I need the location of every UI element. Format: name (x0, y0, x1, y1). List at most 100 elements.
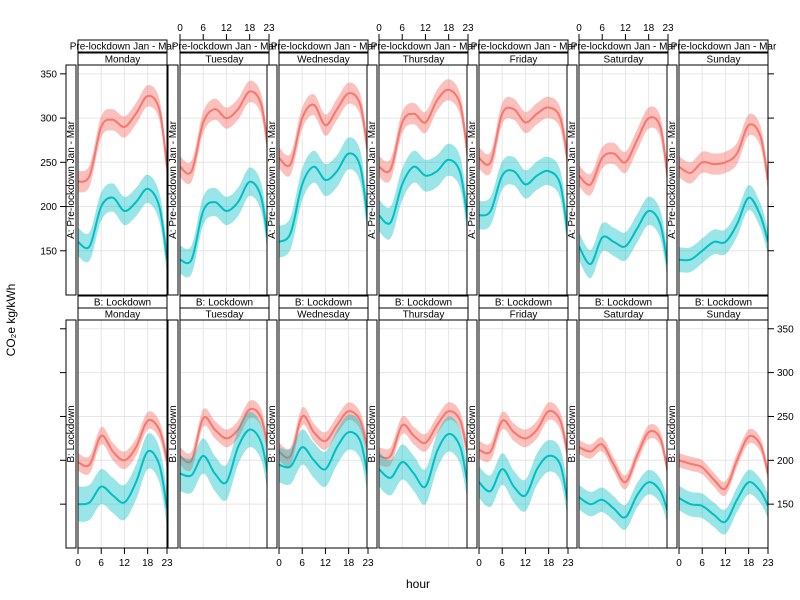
condition-strip-label: B: Lockdown (295, 298, 352, 309)
side-strip-label: B: Lockdown (667, 405, 678, 462)
side-strip (266, 319, 278, 549)
x-tick-label: 6 (98, 558, 104, 569)
x-tick-label: 12 (620, 23, 632, 34)
x-tick-label: 18 (142, 558, 154, 569)
condition-strip (578, 39, 669, 53)
series-line (78, 419, 167, 468)
x-tick-label: 18 (743, 558, 755, 569)
x-tick-label: 0 (177, 23, 183, 34)
condition-strip (378, 39, 469, 53)
y-tick-label: 300 (40, 114, 57, 125)
y-tick-label: 150 (777, 500, 794, 511)
series-line (679, 123, 768, 181)
series-line (78, 94, 167, 183)
panel-plot-area (279, 320, 368, 548)
day-strip-label: Thursday (403, 55, 445, 66)
day-strip-label: Sunday (707, 310, 741, 321)
x-tick-label: 12 (720, 558, 732, 569)
side-strip (167, 319, 179, 549)
confidence-band (379, 79, 468, 183)
side-strip (167, 64, 179, 296)
x-tick-label: 6 (499, 558, 505, 569)
confidence-band (379, 402, 468, 467)
side-strip-label: A: Pre-lockdown Jan - Mar (667, 120, 678, 238)
x-tick-label: 23 (462, 23, 474, 34)
panel-plot-area (180, 320, 269, 548)
side-strip (366, 319, 378, 549)
series-line (180, 428, 269, 485)
x-tick-label: 23 (161, 558, 173, 569)
panel-border (678, 319, 769, 549)
panel-plot-area (78, 65, 167, 295)
confidence-band (579, 196, 668, 283)
panel-plot-area (679, 65, 768, 295)
condition-strip-label: Pre-lockdown Jan - Mar (172, 42, 278, 53)
condition-strip (278, 39, 369, 53)
y-tick-label: 300 (777, 368, 794, 379)
x-tick-label: 12 (320, 558, 332, 569)
series-line (180, 180, 269, 265)
side-strip-label: A: Pre-lockdown Jan - Mar (267, 120, 278, 238)
series-line (479, 409, 568, 457)
day-strip-label: Friday (510, 55, 538, 66)
x-tick-label: 18 (643, 23, 655, 34)
side-strip-label: B: Lockdown (367, 405, 378, 462)
condition-strip (478, 39, 569, 53)
panel-plot-area (78, 320, 167, 548)
side-strip (366, 64, 378, 296)
condition-strip-label: Pre-lockdown Jan - Mar (671, 42, 777, 53)
panel-plot-area (479, 320, 568, 548)
condition-strip-label: B: Lockdown (495, 298, 552, 309)
day-strip-label: Thursday (403, 310, 445, 321)
x-tick-label: 23 (263, 23, 275, 34)
confidence-band (679, 428, 768, 497)
panels-layer: A: Pre-lockdown Jan - Mar Pre-lockdown Ja… (40, 23, 794, 569)
y-tick-label: 250 (40, 158, 57, 169)
y-tick-label: 200 (40, 202, 57, 213)
x-tick-label: 23 (362, 558, 374, 569)
condition-strip-label: Pre-lockdown Jan - Mar (571, 42, 677, 53)
confidence-band (279, 137, 368, 258)
day-strip-label: Monday (105, 310, 141, 321)
condition-strip (179, 39, 270, 53)
confidence-band (379, 143, 468, 241)
confidence-band (279, 82, 368, 177)
series-line (379, 158, 468, 225)
x-tick-label: 6 (699, 558, 705, 569)
series-line (579, 116, 668, 186)
condition-strip-label: B: Lockdown (695, 298, 752, 309)
condition-strip-label: Pre-lockdown Jan - Mar (471, 42, 577, 53)
condition-strip-label: B: Lockdown (196, 298, 253, 309)
series-line (78, 449, 167, 509)
y-tick-label: 200 (777, 456, 794, 467)
series-line (379, 88, 468, 174)
panel-plot-area (479, 65, 568, 295)
series-line (479, 169, 568, 238)
condition-strip-label: B: Lockdown (395, 298, 452, 309)
x-tick-label: 0 (476, 558, 482, 569)
x-tick-label: 6 (399, 23, 405, 34)
series-line (579, 481, 668, 519)
y-tick-label: 150 (40, 246, 57, 257)
x-axis-title: hour (406, 577, 430, 591)
side-strip-label: A: Pre-lockdown Jan - Mar (567, 120, 578, 238)
confidence-band (78, 174, 167, 274)
side-strip (266, 64, 278, 296)
x-tick-label: 0 (676, 558, 682, 569)
x-tick-label: 18 (543, 558, 555, 569)
x-tick-label: 18 (343, 558, 355, 569)
panel-border (77, 319, 168, 549)
x-tick-label: 23 (562, 558, 574, 569)
confidence-band (279, 414, 368, 496)
series-line (78, 187, 167, 260)
series-line (679, 481, 768, 524)
side-strip-label: B: Lockdown (567, 405, 578, 462)
x-tick-label: 0 (376, 23, 382, 34)
day-strip-label: Wednesday (297, 55, 350, 66)
side-strip (566, 319, 578, 549)
condition-strip-label: Pre-lockdown Jan - Mar (70, 42, 176, 53)
y-tick-label: 250 (777, 412, 794, 423)
side-strip (666, 319, 678, 549)
panel-plot-area (379, 320, 468, 548)
